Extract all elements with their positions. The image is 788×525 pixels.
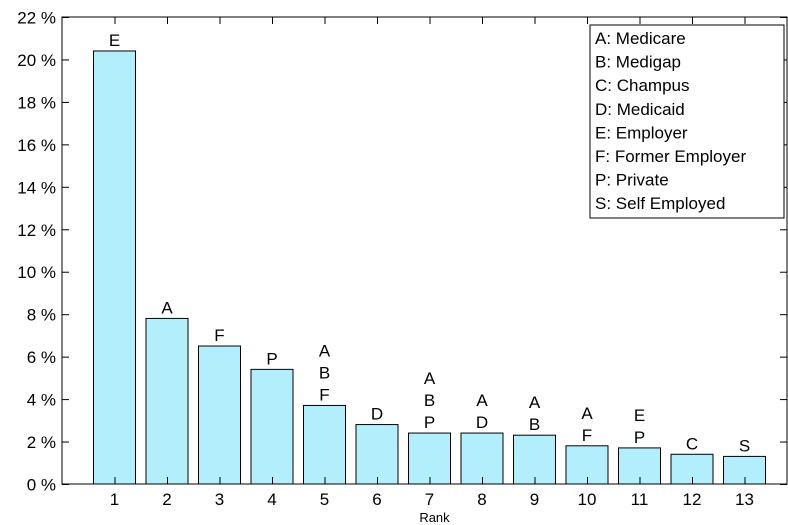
legend-entry: S: Self Employed [595, 194, 725, 213]
bar [93, 50, 136, 485]
bar-data-label: B [424, 391, 435, 410]
bar-data-label: A [476, 391, 488, 410]
x-tick-label: 1 [110, 490, 119, 509]
legend-entry: P: Private [595, 171, 669, 190]
bar [250, 368, 294, 485]
bar-data-label: C [686, 434, 698, 453]
bar [460, 432, 504, 485]
x-tick-label: 11 [631, 490, 649, 509]
bar-data-label: P [424, 413, 435, 432]
legend-entry: D: Medicaid [595, 100, 685, 119]
bar [513, 434, 556, 485]
y-tick-label: 10 % [17, 263, 56, 282]
bar [198, 345, 241, 485]
bar-data-label: A [319, 341, 331, 360]
bar-data-label: P [634, 428, 645, 447]
x-tick-label: 10 [578, 490, 597, 509]
bar-data-label: E [634, 406, 645, 425]
x-tick-label: 12 [683, 490, 702, 509]
bar [145, 317, 189, 485]
x-tick-label: 9 [530, 490, 539, 509]
bar-data-label: F [319, 385, 329, 404]
y-tick-label: 4 % [27, 391, 56, 410]
bar [303, 404, 346, 485]
y-tick-label: 6 % [27, 348, 56, 367]
x-tick-label: 8 [477, 490, 486, 509]
x-axis-label: Rank [419, 510, 450, 525]
legend-box [589, 24, 785, 219]
y-tick-label: 2 % [27, 433, 56, 452]
x-tick-label: 7 [425, 490, 434, 509]
bar-data-label: D [371, 405, 383, 424]
bar-data-label: P [266, 349, 277, 368]
x-tick-label: 13 [735, 490, 754, 509]
x-tick-label: 5 [320, 490, 329, 509]
bar-data-label: B [529, 415, 540, 434]
bar [408, 432, 451, 485]
legend-entry: F: Former Employer [595, 147, 746, 166]
bar-data-label: F [214, 326, 224, 345]
y-tick-label: 18 % [17, 93, 56, 112]
bar-data-label: A [424, 369, 436, 388]
bar-data-label: D [476, 413, 488, 432]
bar-data-label: A [581, 404, 593, 423]
bar-data-label: B [319, 363, 330, 382]
legend-entry: E: Employer [595, 123, 688, 142]
y-tick-label: 14 % [17, 178, 56, 197]
legend-entry: B: Medigap [595, 53, 681, 72]
x-tick-label: 4 [267, 490, 276, 509]
y-tick-label: 22 % [17, 9, 56, 28]
bar-data-label: F [582, 426, 592, 445]
bar [355, 424, 399, 485]
y-tick-label: 20 % [17, 51, 56, 70]
bar-data-label: A [161, 298, 173, 317]
y-tick-label: 0 % [27, 476, 56, 495]
bar-data-label: S [739, 436, 750, 455]
legend-entry: A: Medicare [595, 29, 686, 48]
bar-data-label: A [529, 393, 541, 412]
x-tick-label: 2 [162, 490, 171, 509]
legend-entry: C: Champus [595, 76, 689, 95]
x-tick-label: 6 [372, 490, 381, 509]
x-tick-label: 3 [215, 490, 224, 509]
y-tick-label: 8 % [27, 306, 56, 325]
y-tick-label: 12 % [17, 221, 56, 240]
y-tick-label: 16 % [17, 136, 56, 155]
bar-data-label: E [109, 31, 120, 50]
